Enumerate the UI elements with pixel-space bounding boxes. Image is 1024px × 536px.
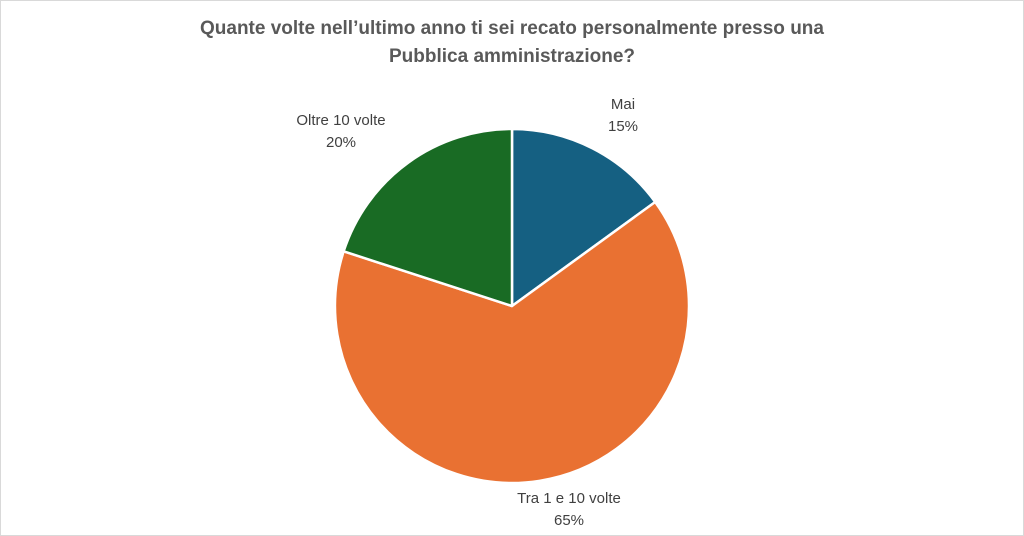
chart-title-line-1: Quante volte nell’ultimo anno ti sei rec… [200, 18, 824, 39]
slice-category-label: Tra 1 e 10 volte [517, 490, 621, 507]
pie-labels: Mai 15% Tra 1 e 10 volte 65% Oltre 10 volte 2… [296, 96, 638, 529]
pie-slice-tra-1-e-10-volte [333, 200, 691, 485]
pie-slices [333, 127, 691, 485]
slice-value-label: 65% [554, 512, 584, 529]
pie-slice-oltre-10-volte [342, 127, 514, 308]
chart-title: Quante volte nell’ultimo anno ti sei rec… [1, 15, 1023, 71]
chart-title-line-2: Pubblica amministrazione? [389, 46, 635, 67]
slice-value-label: 20% [326, 134, 356, 151]
slice-category-label: Oltre 10 volte [296, 112, 385, 129]
slice-category-label: Mai [611, 96, 635, 113]
slice-value-label: 15% [608, 118, 638, 135]
pie-slice-mai [510, 127, 657, 308]
